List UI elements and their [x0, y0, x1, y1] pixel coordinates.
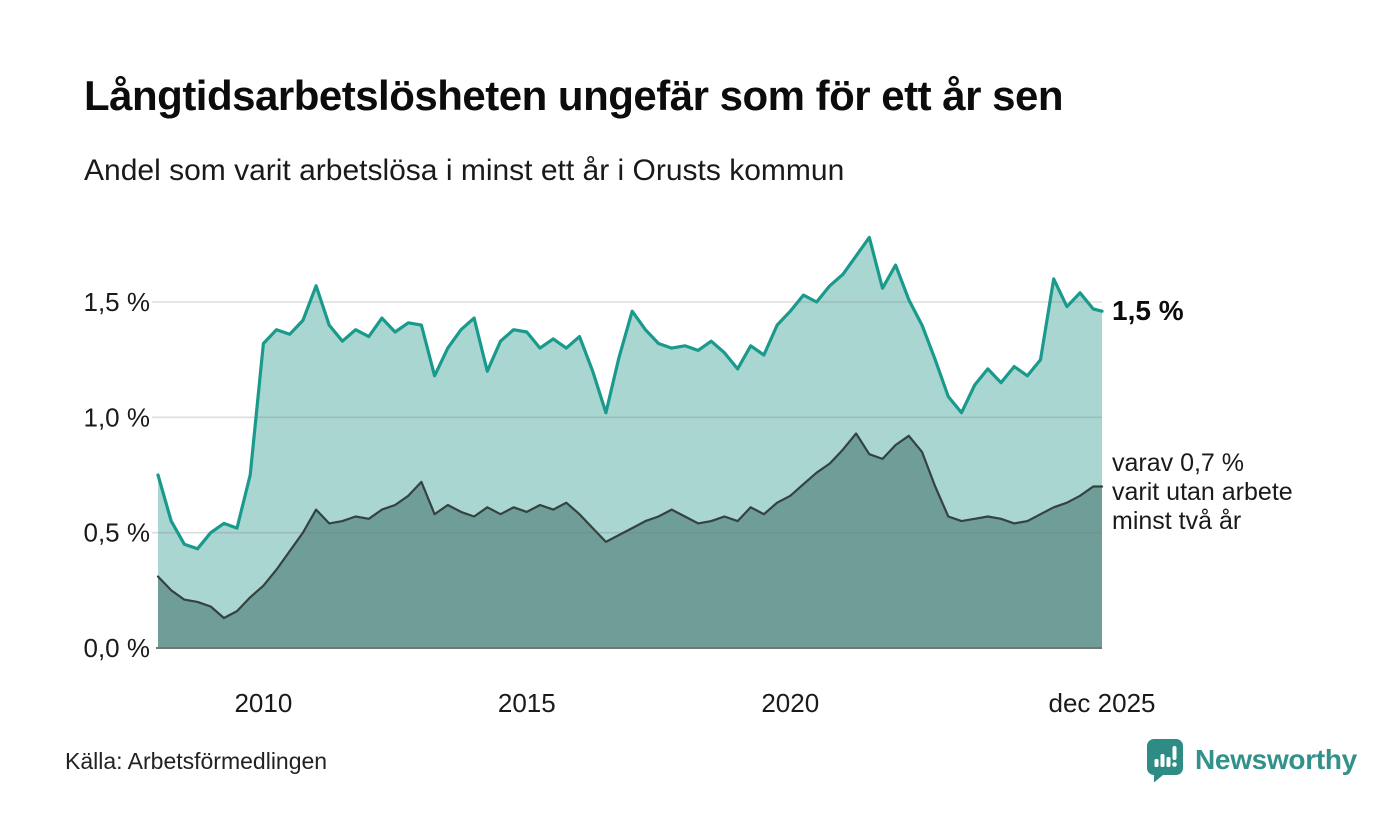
brand-logo: Newsworthy: [1146, 737, 1357, 783]
latest-value-label: 1,5 %: [1112, 295, 1184, 326]
y-tick-label: 0,5 %: [84, 518, 151, 548]
x-tick-label: 2010: [234, 688, 292, 718]
newsworthy-logo-icon: [1147, 738, 1183, 782]
page-title: Långtidsarbetslösheten ungefär som för e…: [84, 72, 1064, 119]
y-tick-label: 1,5 %: [84, 287, 151, 317]
chart-subtitle: Andel som varit arbetslösa i minst ett å…: [84, 154, 845, 187]
x-axis-labels: 2010 2015 2020 dec 2025: [234, 688, 1155, 718]
y-axis-labels: 0,0 % 0,5 % 1,0 % 1,5 %: [84, 287, 151, 663]
two-year-note-label: varav 0,7 % varit utan arbete minst två …: [1112, 449, 1293, 535]
source-credit: Källa: Arbetsförmedlingen: [65, 748, 328, 774]
x-tick-label: dec 2025: [1049, 688, 1156, 718]
total-line: [156, 235, 1104, 551]
brand-name: Newsworthy: [1195, 744, 1357, 775]
y-tick-label: 1,0 %: [84, 402, 151, 432]
two-year-line: [156, 432, 1104, 620]
x-tick-label: 2015: [498, 688, 556, 718]
x-tick-label: 2020: [761, 688, 819, 718]
y-tick-label: 0,0 %: [84, 633, 151, 663]
two-year-area-fill: [158, 433, 1102, 648]
